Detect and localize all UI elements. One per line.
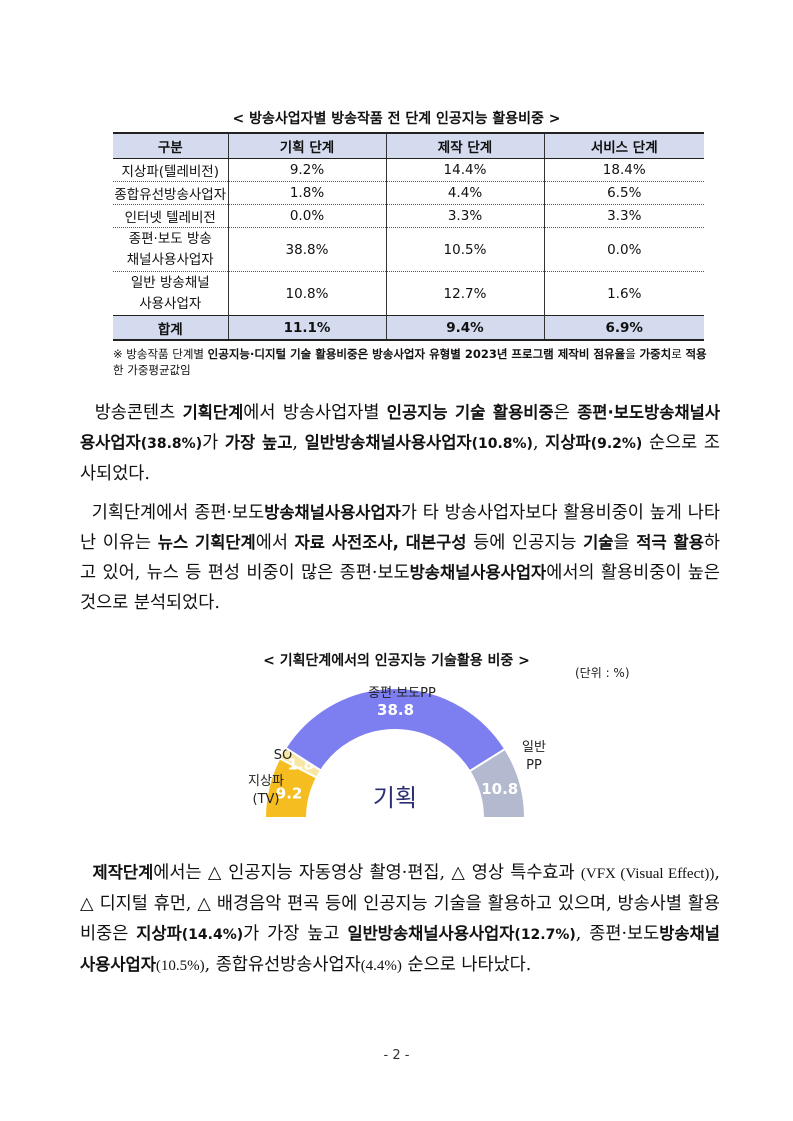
table-row: 종편·보도 방송 채널사용사업자 38.8% 10.5% 0.0% <box>113 227 704 272</box>
row-category: 종합유선방송사업자 <box>113 181 228 205</box>
cell-service: 18.4% <box>543 158 704 182</box>
cell-planning: 10.8% <box>227 271 386 316</box>
table-total-row: 합계 11.1% 9.4% 6.9% <box>113 315 704 341</box>
table-caption: < 방송사업자별 방송작품 전 단계 인공지능 활용비중 > <box>232 111 561 127</box>
chart-center-label: 기획 <box>373 784 417 812</box>
table-row: 종합유선방송사업자 1.8% 4.4% 6.5% <box>113 181 704 205</box>
total-planning: 11.1% <box>227 315 386 341</box>
row-category: 종편·보도 방송 채널사용사업자 <box>113 227 228 272</box>
paragraph-planning-reason: 기획단계에서 종편·보도방송채널사용사업자가 타 방송사업자보다 활용비중이 높… <box>80 503 721 613</box>
slice-value-label: 10.8 <box>481 780 518 798</box>
header-category: 구분 <box>113 132 228 159</box>
cell-service: 0.0% <box>543 227 704 272</box>
slice-category-label: 종편·보도PP <box>368 686 436 701</box>
note-text: 로 <box>671 347 686 361</box>
note-bold: 적용 <box>685 347 707 361</box>
note-bold: 인공지능·디지털 기술 활용비중은 방송사업자 유형별 2023년 프로그램 제… <box>207 347 626 361</box>
cell-planning: 9.2% <box>227 158 386 182</box>
row-category-line: 일반 방송채널 <box>130 274 210 291</box>
note-bold: 가중치 <box>639 347 672 361</box>
page-number: - 2 - <box>383 1048 410 1063</box>
slice-category-label: 일반 <box>522 740 546 755</box>
cell-production: 3.3% <box>385 204 544 228</box>
slice-value-label: 9.2 <box>276 784 303 802</box>
slice-3 <box>468 747 527 819</box>
row-category-line: 사용사업자 <box>139 295 202 312</box>
slice-category-label: SO <box>274 748 292 763</box>
header-planning: 기획 단계 <box>227 132 386 159</box>
cell-production: 14.4% <box>385 158 544 182</box>
table-row: 인터넷 텔레비전 0.0% 3.3% 3.3% <box>113 204 704 228</box>
slice-value-label: 38.8 <box>377 701 414 719</box>
row-category: 지상파(텔레비전) <box>113 158 228 182</box>
row-category: 인터넷 텔레비전 <box>113 204 228 228</box>
table-row: 일반 방송채널 사용사업자 10.8% 12.7% 1.6% <box>113 271 704 316</box>
row-category-line: 종편·보도 방송 <box>128 230 212 247</box>
cell-service: 3.3% <box>543 204 704 228</box>
cell-production: 12.7% <box>385 271 544 316</box>
row-category-line: 채널사용사업자 <box>126 251 214 268</box>
chart-caption: < 기획단계에서의 인공지능 기술활용 비중 > <box>263 653 530 669</box>
cell-service: 6.5% <box>543 181 704 205</box>
paragraph-planning-summary: 방송콘텐츠 기획단계에서 방송사업자별 인공지능 기술 활용비중은 종편·보도방… <box>80 403 720 484</box>
cell-planning: 0.0% <box>227 204 386 228</box>
cell-production: 10.5% <box>385 227 544 272</box>
slice-category-label: (TV) <box>253 792 280 807</box>
table-header-row: 구분 기획 단계 제작 단계 서비스 단계 <box>113 132 704 159</box>
header-production: 제작 단계 <box>385 132 544 159</box>
table-footnote: ※ 방송작품 단계별 인공지능·디지털 기술 활용비중은 방송사업자 유형별 2… <box>113 346 713 378</box>
row-category: 일반 방송채널 사용사업자 <box>113 271 228 316</box>
note-text: ※ 방송작품 단계별 <box>113 347 208 361</box>
paragraph-production: 제작단계에서는 △ 인공지능 자동영상 촬영·편집, △ 영상 특수효과 (VF… <box>80 863 720 975</box>
slice-category-label: 지상파 <box>248 774 284 789</box>
slice-2 <box>284 687 507 773</box>
total-production: 9.4% <box>385 315 544 341</box>
header-service: 서비스 단계 <box>543 132 704 159</box>
table-row: 지상파(텔레비전) 9.2% 14.4% 18.4% <box>113 158 704 182</box>
total-label: 합계 <box>113 315 228 341</box>
cell-planning: 1.8% <box>227 181 386 205</box>
cell-service: 1.6% <box>543 271 704 316</box>
cell-planning: 38.8% <box>227 227 386 272</box>
ai-usage-table: 구분 기획 단계 제작 단계 서비스 단계 지상파(텔레비전) 9.2% 14.… <box>113 132 704 341</box>
chart-unit: (단위 : %) <box>575 666 630 680</box>
note-text: 을 <box>625 347 640 361</box>
cell-production: 4.4% <box>385 181 544 205</box>
slice-category-label: PP <box>526 758 542 773</box>
total-service: 6.9% <box>543 315 704 341</box>
note-text: 한 가중평균값임 <box>113 363 191 377</box>
